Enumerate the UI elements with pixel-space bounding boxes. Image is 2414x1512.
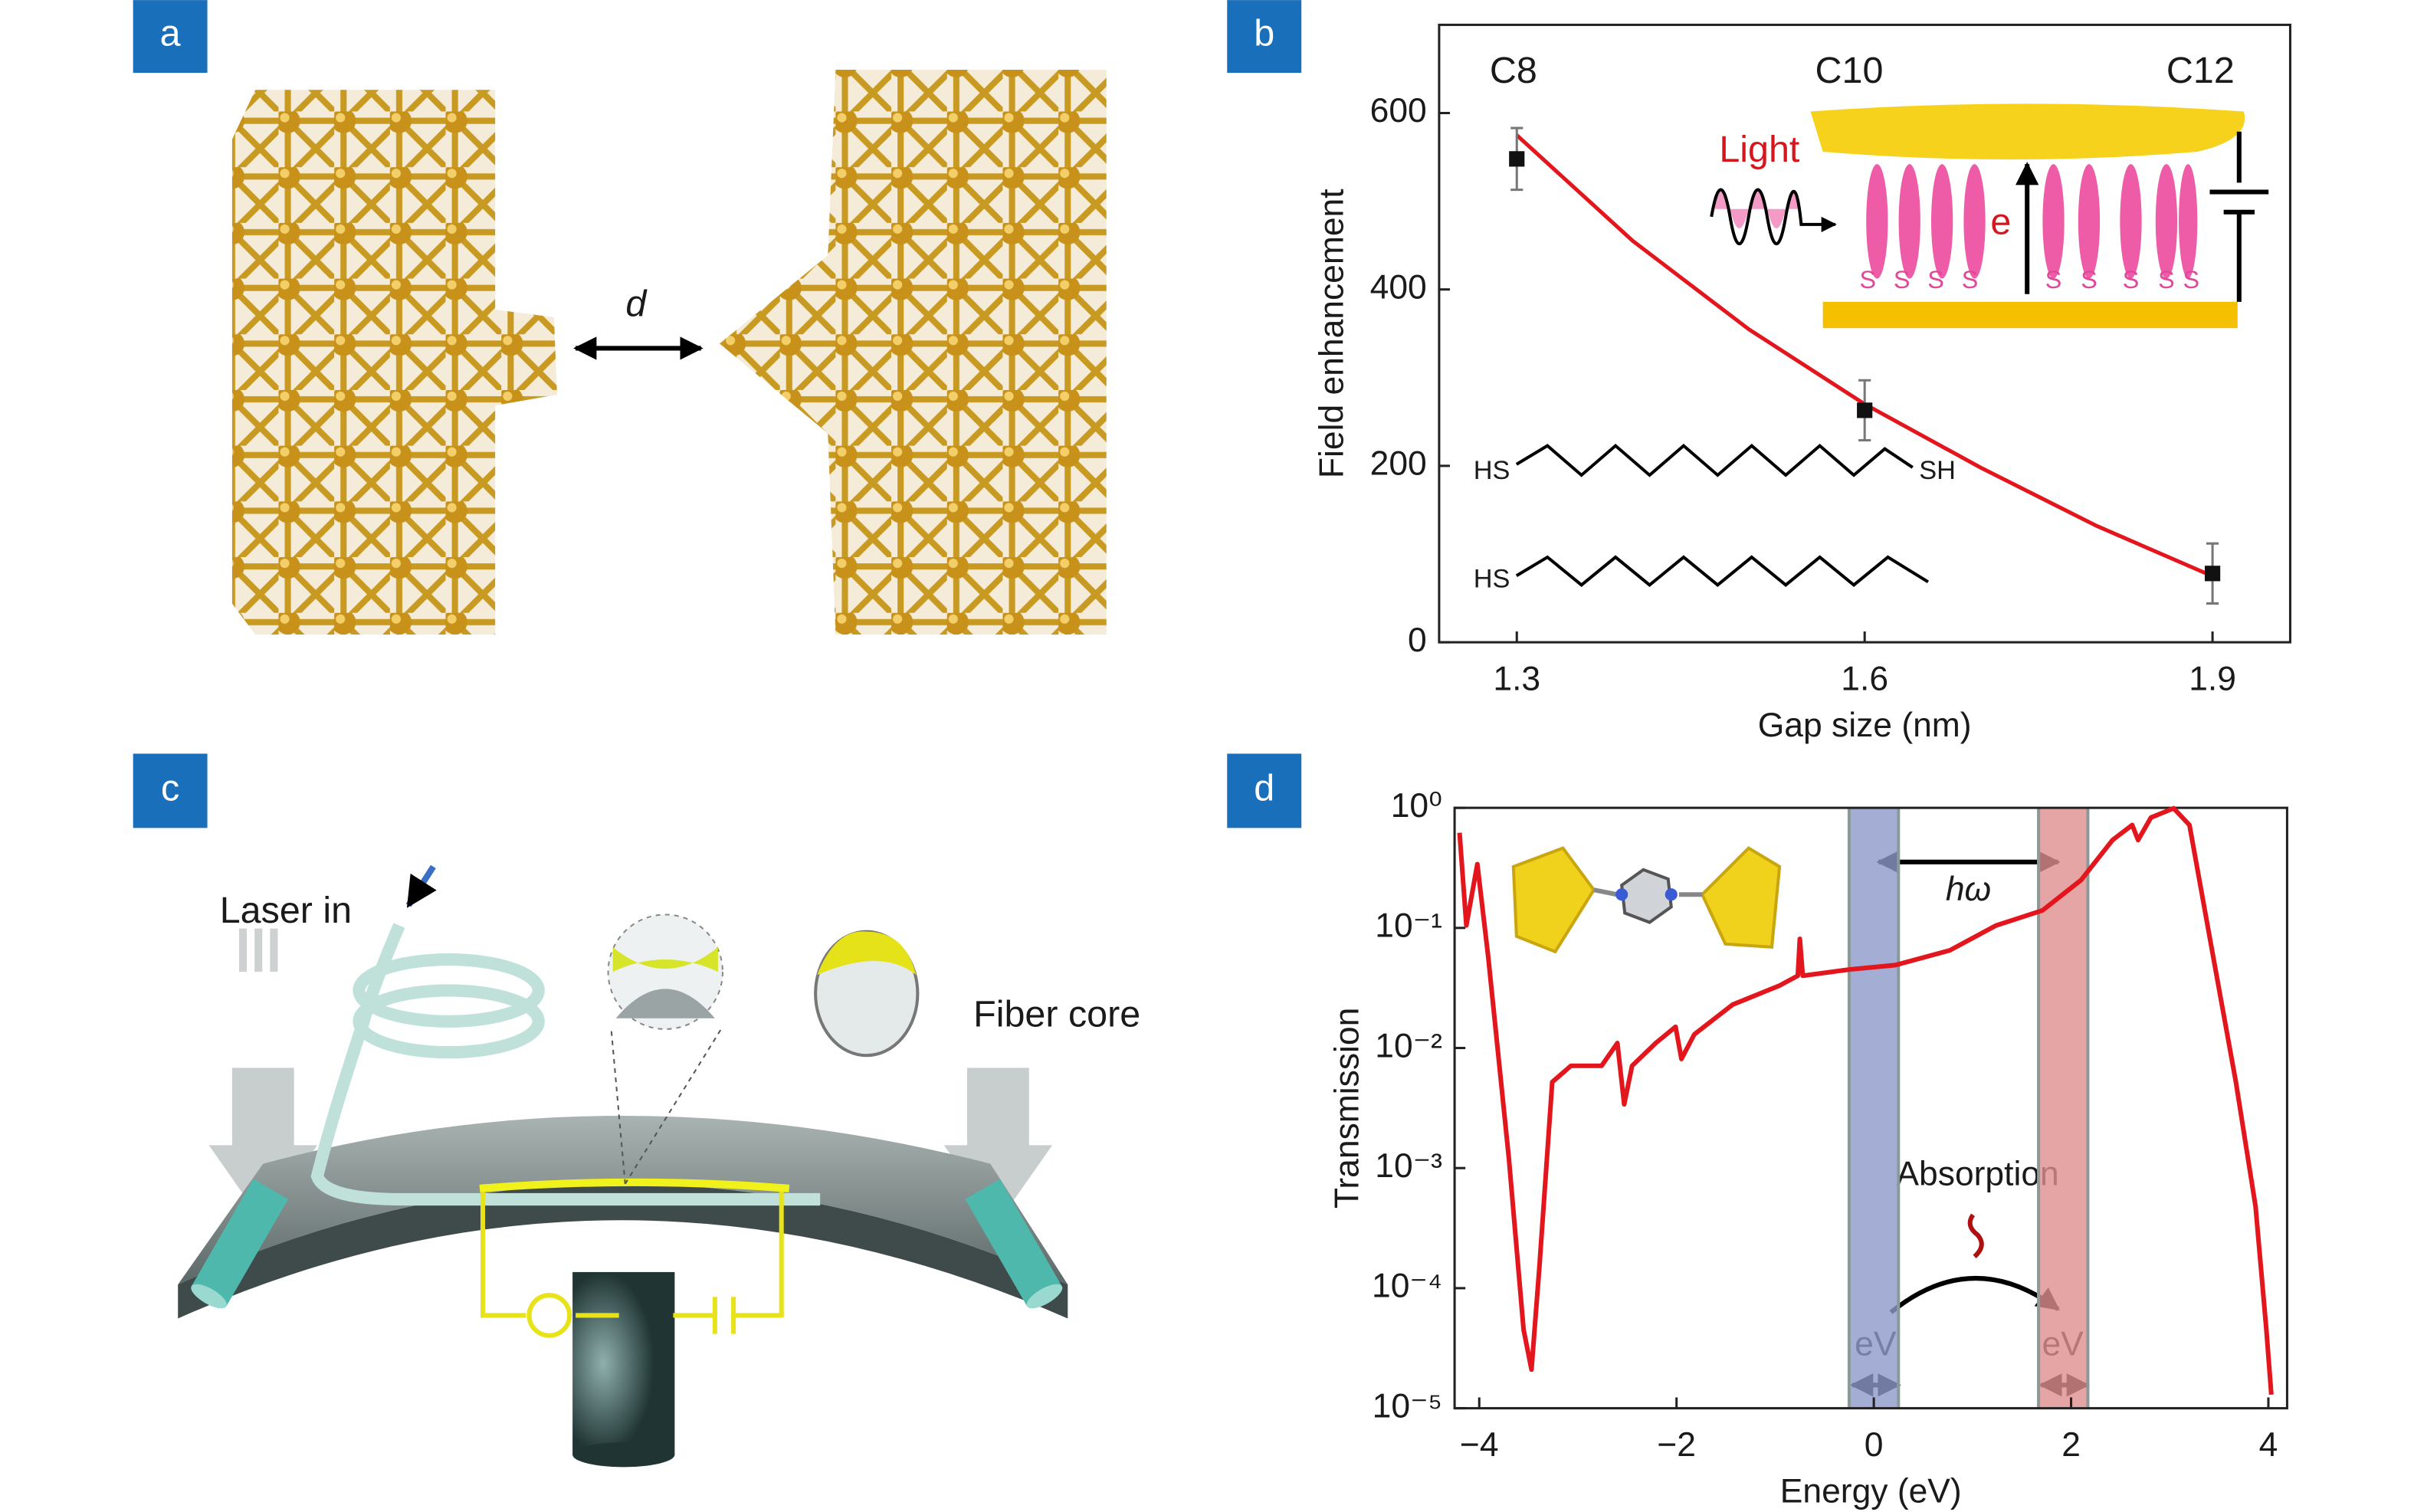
absorption-label: Absorption: [1896, 1155, 2058, 1192]
y-axis-label: Field enhancement: [1313, 189, 1350, 478]
photon-label: hω: [1946, 871, 1991, 908]
panel-c: Laser in Fiber core: [178, 864, 1140, 1468]
label-box: [1227, 753, 1302, 828]
plot-frame: [1453, 806, 2288, 1410]
sulfur-label: S: [2045, 266, 2062, 294]
electrode: [1810, 103, 2245, 160]
band: [2038, 808, 2088, 1409]
band: [1848, 808, 1899, 1409]
sulfur-label: S: [2081, 266, 2097, 294]
sulfur-label: S: [1859, 266, 1876, 294]
chain-label: C12: [2166, 50, 2235, 91]
y-tick-label: 10⁻⁵: [1373, 1387, 1442, 1425]
molecule-label: SH: [1919, 456, 1956, 485]
sulfur-label: S: [2123, 266, 2140, 294]
gold-cluster: [231, 90, 557, 635]
x-tick-label: 0: [1865, 1426, 1884, 1464]
panel-labels: a b c d: [133, 0, 1302, 828]
panel-label: a: [160, 12, 181, 54]
y-axis-label: Transmission: [1329, 1008, 1366, 1209]
sulfur-label: S: [1894, 266, 1911, 294]
gap-label: d: [625, 284, 648, 325]
x-tick-label: 2: [2061, 1426, 2081, 1464]
x-tick-label: −4: [1460, 1426, 1499, 1464]
panel-a: d: [231, 69, 1107, 635]
panel-label: d: [1254, 768, 1274, 809]
y-tick-label: 200: [1370, 445, 1427, 483]
y-tick-label: 0: [1408, 622, 1427, 659]
panel-b-inset: C8 C10 C12 Light e S S S S S S S S S HS …: [1474, 50, 2269, 593]
sulfur-label: S: [1962, 266, 1979, 294]
molecule-label: HS: [1474, 456, 1510, 485]
fit-curve: [1515, 133, 2214, 579]
x-axis-label: Gap size (nm): [1758, 707, 1972, 744]
sulfur-label: S: [2183, 266, 2199, 294]
label-box: [133, 0, 208, 74]
electron-label: e: [1990, 202, 2011, 243]
y-tick-label: 10⁰: [1391, 787, 1442, 825]
y-tick-label: 10⁻³: [1375, 1147, 1442, 1185]
label-box: [133, 753, 208, 828]
x-tick-label: 1.6: [1841, 660, 1888, 697]
electrode: [1822, 301, 2238, 329]
x-tick-label: 4: [2259, 1426, 2278, 1464]
gold-cluster: [719, 69, 1107, 635]
panel-label: c: [161, 768, 179, 809]
y-tick-label: 10⁻¹: [1375, 907, 1442, 945]
x-tick-label: 1.9: [2189, 660, 2236, 697]
panel-d-inset: hω Absorption eV eV: [1511, 846, 2090, 1397]
sulfur-label: S: [2158, 266, 2175, 294]
data-point: [1509, 151, 1525, 167]
molecule-label: HS: [1474, 564, 1510, 593]
x-tick-label: 1.3: [1493, 660, 1540, 697]
transmission-curve: [1457, 805, 2274, 1396]
y-tick-label: 600: [1370, 92, 1427, 130]
panel-label: b: [1254, 12, 1274, 54]
label-box: [1227, 0, 1302, 74]
laser-label: Laser in: [220, 890, 352, 931]
chain-label: C8: [1490, 50, 1537, 91]
data-point: [1857, 402, 1873, 418]
data-point: [2204, 566, 2221, 582]
y-tick-label: 10⁻⁴: [1372, 1268, 1442, 1305]
y-tick-label: 10⁻²: [1375, 1027, 1442, 1064]
x-tick-label: −2: [1657, 1426, 1696, 1464]
sulfur-label: S: [1927, 266, 1944, 294]
y-tick-label: 400: [1370, 268, 1427, 306]
core-label: Fiber core: [973, 994, 1140, 1035]
x-axis-label: Energy (eV): [1780, 1472, 1962, 1510]
chain-label: C10: [1815, 50, 1884, 91]
light-label: Light: [1719, 129, 1800, 170]
